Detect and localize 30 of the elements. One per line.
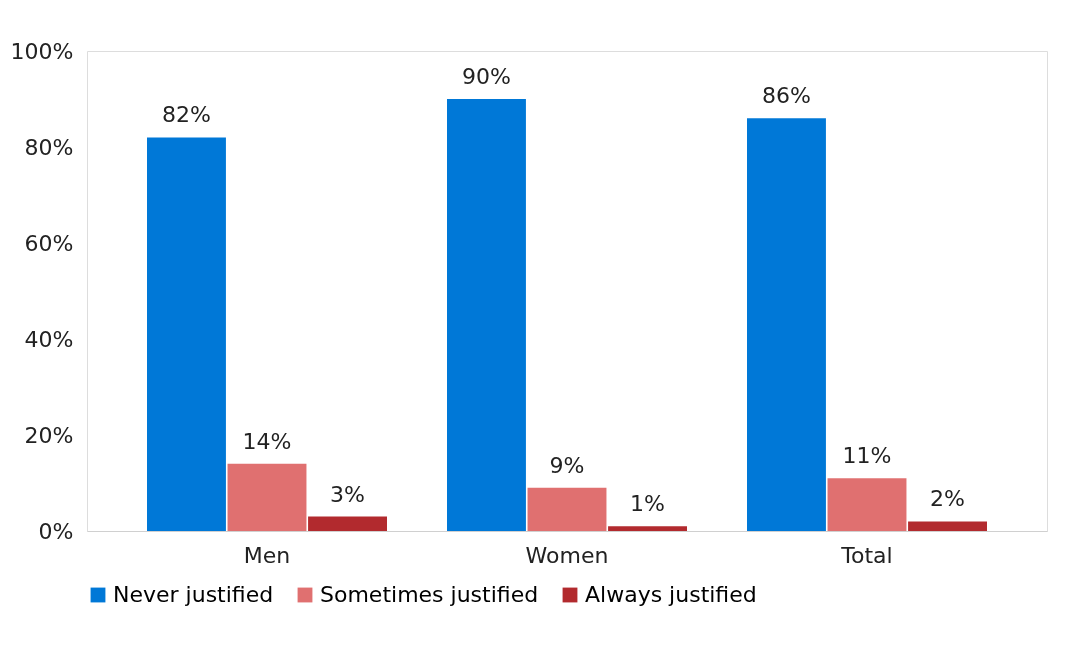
x-tick-label: Total (840, 542, 893, 568)
bar (608, 526, 687, 531)
bar (747, 118, 826, 531)
y-tick-label: 100% (10, 38, 74, 64)
data-label: 14% (242, 428, 292, 454)
bar (308, 516, 387, 531)
legend-label: Always justified (585, 582, 757, 607)
y-tick-label: 20% (24, 422, 74, 448)
bar (908, 521, 987, 531)
data-label: 90% (462, 64, 511, 89)
legend-label: Sometimes justified (320, 582, 539, 607)
data-label: 11% (842, 443, 892, 469)
bar (527, 487, 607, 531)
bar (147, 137, 226, 531)
data-label: 82% (162, 102, 211, 128)
y-tick-label: 80% (24, 134, 74, 160)
data-label: 2% (930, 486, 965, 512)
data-label: 86% (762, 83, 811, 109)
bar (227, 463, 307, 531)
data-label: 9% (549, 452, 585, 478)
data-label: 1% (630, 491, 665, 517)
legend-label: Never justified (113, 582, 274, 607)
y-tick-label: 60% (24, 230, 74, 256)
bar (827, 478, 907, 531)
x-tick-label: Women (525, 542, 609, 568)
bar (447, 99, 526, 531)
x-tick-label: Men (243, 542, 291, 568)
y-tick-label: 40% (24, 326, 74, 352)
y-tick-label: 0% (38, 518, 74, 544)
data-label: 3% (330, 481, 365, 507)
